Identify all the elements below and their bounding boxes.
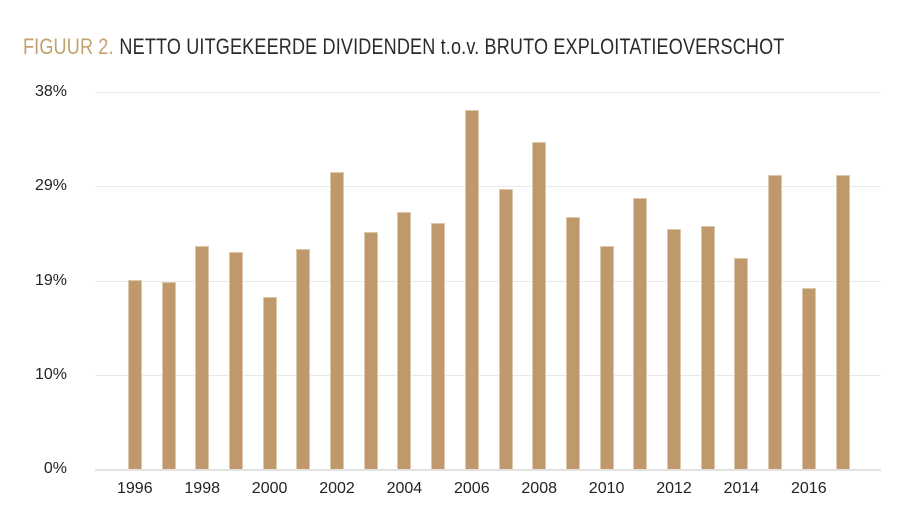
bar-2010 [599, 245, 614, 469]
bar-2016 [801, 288, 816, 469]
bar-1999 [228, 251, 243, 469]
bar-1996 [127, 279, 142, 469]
x-tick-label: 1996 [117, 480, 153, 497]
x-tick-label: 1998 [184, 480, 220, 497]
y-tick-label: 10% [34, 365, 67, 383]
bar-2000 [262, 297, 277, 469]
bar-2006 [464, 109, 479, 469]
y-tick-label: 29% [34, 177, 67, 195]
bar-2011 [633, 198, 648, 469]
y-tick-label: 38% [34, 83, 67, 100]
x-tick-label: 2012 [656, 480, 692, 497]
bar-2004 [397, 212, 412, 469]
bar-2001 [296, 248, 311, 469]
bar-2007 [498, 189, 513, 469]
x-tick-label: 2002 [319, 480, 355, 497]
y-gridline [95, 280, 881, 282]
y-tick-label: 19% [34, 271, 67, 289]
figure-title: NETTO UITGEKEERDE DIVIDENDEN t.o.v. BRUT… [119, 34, 785, 59]
y-gridline [95, 186, 881, 188]
x-tick-label: 2008 [521, 480, 557, 497]
y-tick-label: 0% [43, 460, 67, 477]
bar-2003 [363, 231, 378, 469]
figure-number-label: FIGUUR 2. [23, 34, 114, 59]
x-tick-label: 2014 [723, 480, 760, 497]
bar-1997 [161, 282, 176, 469]
bar-2015 [768, 175, 783, 469]
bar-2005 [431, 222, 446, 469]
y-gridline [95, 92, 881, 93]
figure-title-row: FIGUUR 2. NETTO UITGEKEERDE DIVIDENDEN t.… [23, 34, 784, 60]
x-tick-label: 2016 [791, 480, 827, 497]
plot-area [95, 92, 881, 471]
x-tick-label: 2010 [588, 480, 625, 497]
x-tick-label: 2006 [454, 480, 490, 497]
bar-2002 [330, 172, 344, 469]
x-axis-line [95, 469, 881, 471]
y-gridline [95, 374, 881, 376]
bar-2012 [667, 228, 681, 469]
x-tick-label: 2000 [251, 480, 288, 497]
bar-1998 [195, 245, 210, 469]
bar-2013 [700, 225, 715, 469]
x-tick-label: 2004 [386, 480, 423, 497]
bar-2017 [835, 175, 850, 469]
bar-2014 [734, 257, 749, 469]
bar-2008 [532, 141, 547, 469]
bar-2009 [565, 217, 580, 469]
